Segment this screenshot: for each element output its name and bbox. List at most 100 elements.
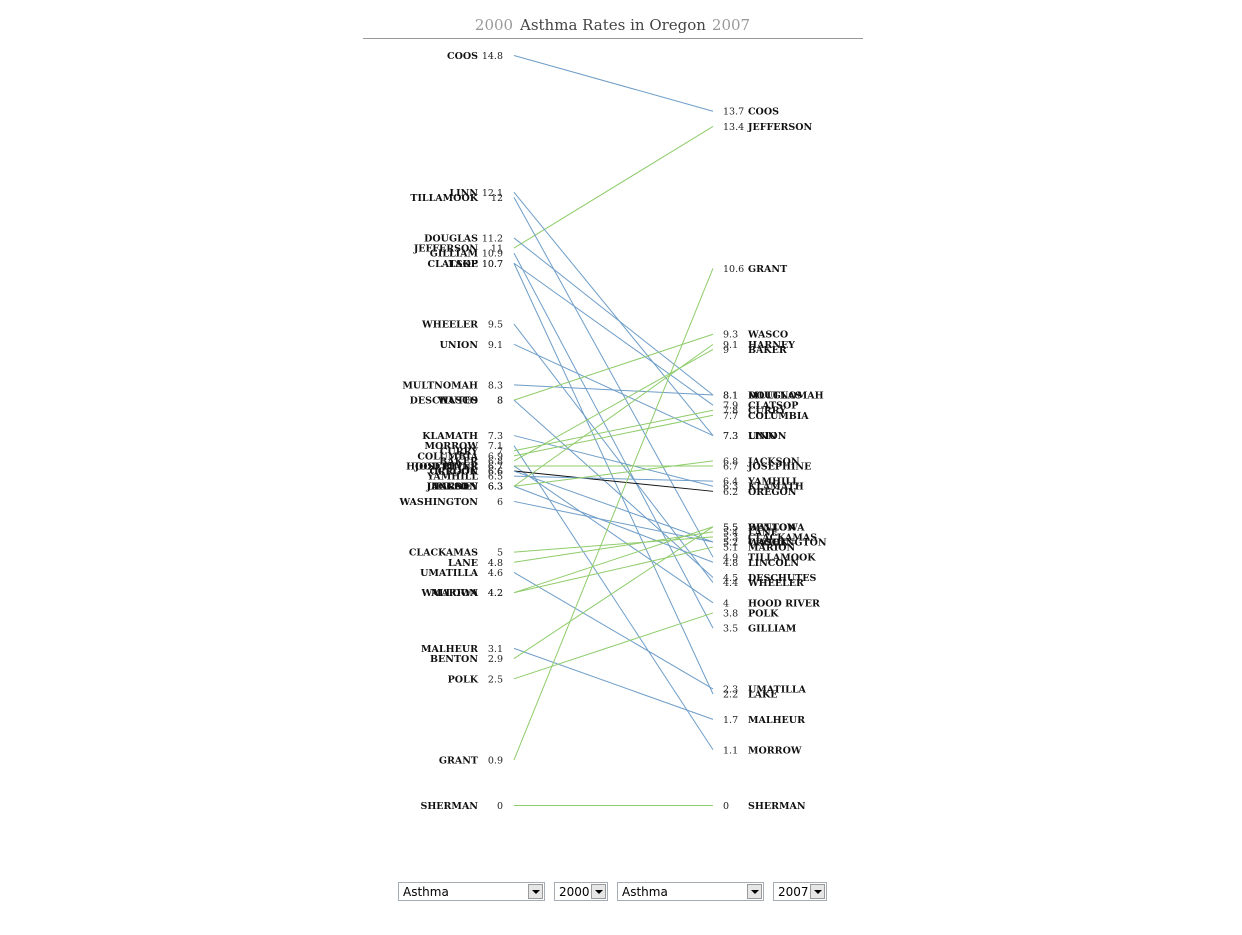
right-value-baker: 9 bbox=[723, 345, 729, 356]
right-name-morrow: Morrow bbox=[748, 745, 802, 756]
left-value-clatsop: 10.7 bbox=[482, 259, 503, 270]
left-name-oregon: Oregon bbox=[430, 467, 479, 478]
right-name-crook: Crook bbox=[748, 537, 789, 548]
slope-line-jefferson bbox=[513, 126, 714, 249]
left-name-polk: Polk bbox=[448, 674, 479, 685]
chevron-down-icon[interactable] bbox=[747, 884, 762, 899]
left-value-crook: 6.6 bbox=[488, 467, 503, 478]
left-name-washington: Washington bbox=[398, 497, 478, 508]
slope-line-wasco bbox=[513, 333, 714, 401]
right-name-gilliam: Gilliam bbox=[748, 624, 797, 635]
left-value-washington: 6 bbox=[497, 497, 503, 508]
right-name-clackamas: Clackamas bbox=[748, 532, 817, 543]
right-name-wallowa: Wallowa bbox=[747, 522, 805, 533]
right-value-hood-river: 4 bbox=[723, 598, 729, 609]
left-name-lane: Lane bbox=[448, 558, 478, 569]
left-value-malheur: 3.1 bbox=[488, 644, 503, 655]
right-name-umatilla: Umatilla bbox=[748, 684, 807, 695]
right-value-deschutes: 4.5 bbox=[723, 573, 738, 584]
right-value-josephine: 6.7 bbox=[723, 461, 738, 472]
left-value-morrow: 7.1 bbox=[488, 441, 503, 452]
left-name-yamhill: Yamhill bbox=[426, 472, 478, 483]
left-name-lake: Lake bbox=[448, 259, 478, 270]
right-value-lane: 5.4 bbox=[723, 527, 738, 538]
chart-title: Asthma Rates in Oregon bbox=[519, 16, 706, 34]
left-name-crook: Crook bbox=[438, 467, 479, 478]
left-year-select[interactable]: 2000 bbox=[554, 882, 608, 901]
right-value-wasco: 9.3 bbox=[723, 330, 738, 341]
right-value-grant: 10.6 bbox=[723, 264, 744, 275]
slope-line-washington bbox=[513, 500, 714, 543]
right-name-grant: Grant bbox=[748, 264, 787, 275]
right-name-baker: Baker bbox=[748, 345, 787, 356]
right-name-malheur: Malheur bbox=[748, 715, 805, 726]
right-value-clatsop: 7.9 bbox=[723, 401, 738, 412]
left-name-clackamas: Clackamas bbox=[409, 548, 478, 559]
right-name-sherman: Sherman bbox=[748, 801, 806, 812]
right-name-lake: Lake bbox=[748, 690, 778, 701]
left-name-jefferson: Jefferson bbox=[413, 244, 478, 255]
right-name-klamath: Klamath bbox=[748, 482, 804, 493]
right-value-jefferson: 13.4 bbox=[723, 122, 744, 133]
left-value-umatilla: 4.6 bbox=[488, 568, 503, 579]
left-name-linn: Linn bbox=[450, 188, 479, 199]
right-name-linn: Linn bbox=[748, 431, 777, 442]
left-name-malheur: Malheur bbox=[421, 644, 478, 655]
slope-line-coos bbox=[513, 55, 714, 112]
left-value-jackson: 6.3 bbox=[488, 482, 503, 493]
right-name-hood-river: Hood River bbox=[748, 598, 820, 609]
left-value-lane: 4.8 bbox=[488, 558, 503, 569]
left-name-tillamook: Tillamook bbox=[410, 193, 478, 204]
left-value-linn: 12.1 bbox=[482, 188, 503, 199]
left-measure-select[interactable]: Asthma bbox=[398, 882, 545, 901]
slope-line-hood-river bbox=[513, 465, 714, 604]
left-value-hood-river: 6.7 bbox=[488, 461, 503, 472]
right-name-multnomah: Multnomah bbox=[748, 391, 824, 402]
right-name-lincoln: Lincoln bbox=[748, 558, 799, 569]
right-value-columbia: 7.7 bbox=[723, 411, 738, 422]
right-name-jackson: Jackson bbox=[747, 456, 800, 467]
right-name-douglas: Douglas bbox=[748, 391, 802, 402]
right-value-yamhill: 6.4 bbox=[723, 477, 738, 488]
left-value-harney: 6.3 bbox=[488, 482, 503, 493]
slope-line-deschutes bbox=[513, 399, 714, 578]
slope-lines-group bbox=[513, 55, 714, 806]
left-name-wasco: Wasco bbox=[437, 396, 478, 407]
left-value-wasco: 8 bbox=[497, 396, 503, 407]
chevron-down-icon[interactable] bbox=[810, 884, 825, 899]
right-name-josephine: Josephine bbox=[747, 461, 811, 472]
right-name-wasco: Wasco bbox=[747, 330, 788, 341]
left-measure-value: Asthma bbox=[403, 885, 449, 899]
left-name-union: Union bbox=[440, 340, 479, 351]
right-name-union: Union bbox=[748, 431, 787, 442]
left-value-benton: 2.9 bbox=[488, 654, 503, 665]
chart-title-text: Asthma Rates in Oregon bbox=[519, 16, 706, 34]
left-value-douglas: 11.2 bbox=[482, 233, 503, 244]
right-value-union: 7.3 bbox=[723, 431, 738, 442]
right-name-marion: Marion bbox=[748, 543, 796, 554]
right-year-select[interactable]: 2007 bbox=[773, 882, 827, 901]
chevron-down-icon[interactable] bbox=[528, 884, 543, 899]
left-name-sherman: Sherman bbox=[420, 801, 478, 812]
right-value-wallowa: 5.5 bbox=[723, 522, 738, 533]
slope-line-crook bbox=[513, 470, 714, 543]
left-name-harney: Harney bbox=[431, 482, 478, 493]
right-name-curry: Curry bbox=[748, 406, 786, 417]
right-value-crook: 5.2 bbox=[723, 537, 738, 548]
left-name-wallowa: Wallowa bbox=[421, 588, 479, 599]
right-value-benton: 5.5 bbox=[723, 522, 738, 533]
left-name-wheeler: Wheeler bbox=[421, 320, 478, 331]
left-name-coos: Coos bbox=[447, 51, 478, 62]
left-value-oregon: 6.6 bbox=[488, 467, 503, 478]
right-name-benton: Benton bbox=[748, 522, 796, 533]
slope-line-yamhill bbox=[513, 475, 714, 482]
right-value-gilliam: 3.5 bbox=[723, 624, 738, 635]
right-measure-select[interactable]: Asthma bbox=[617, 882, 764, 901]
right-year-value: 2007 bbox=[778, 885, 809, 899]
right-value-polk: 3.8 bbox=[723, 608, 738, 619]
chevron-down-icon[interactable] bbox=[591, 884, 606, 899]
left-name-hood-river: Hood River bbox=[406, 461, 478, 472]
right-name-oregon: Oregon bbox=[748, 487, 797, 498]
